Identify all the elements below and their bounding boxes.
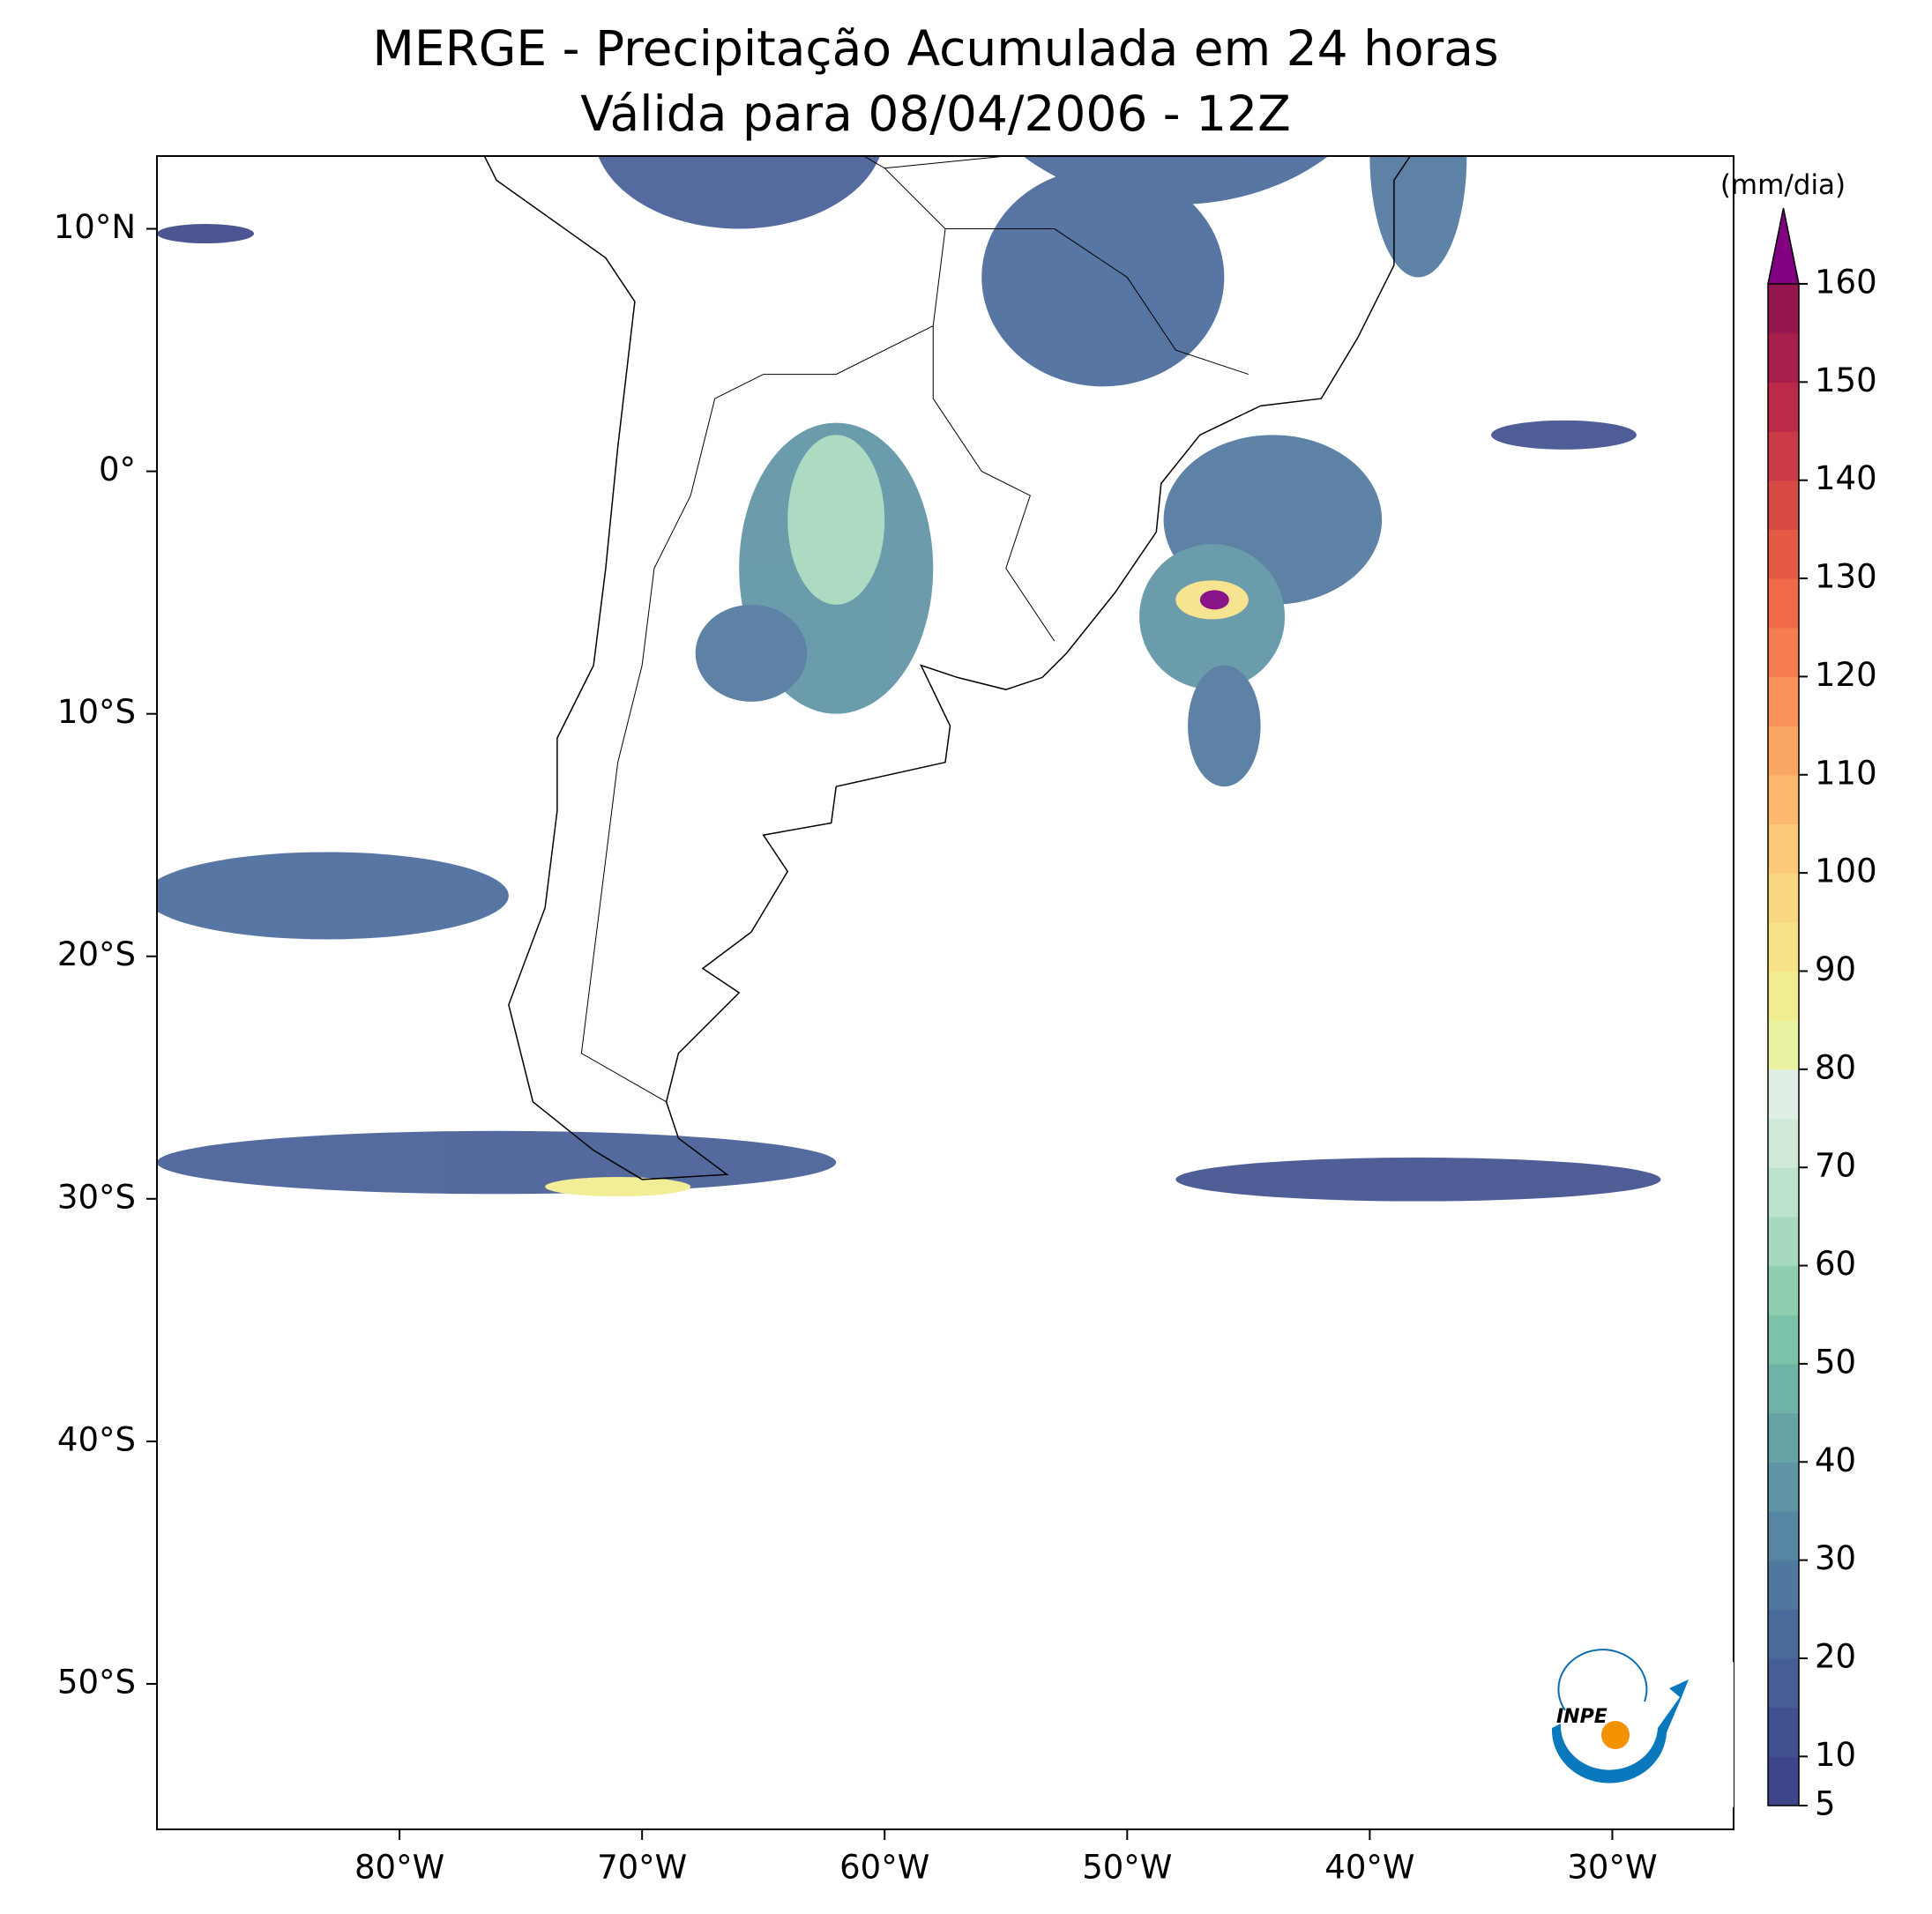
x-tick-label: 50°W	[1082, 1849, 1172, 1887]
logo: INPE	[1525, 1649, 1734, 1807]
precip-area	[1175, 1158, 1661, 1202]
precip-area	[157, 224, 255, 244]
colorbar-band	[1768, 480, 1799, 530]
precip-area	[1199, 590, 1229, 610]
chart-title: MERGE - Precipitação Acumulada em 24 hor…	[372, 20, 1498, 77]
x-tick-label: 30°W	[1567, 1849, 1657, 1887]
colorbar-band	[1768, 529, 1799, 579]
colorbar-tick-label: 60	[1815, 1245, 1856, 1283]
y-tick-label: 10°S	[57, 693, 136, 731]
map-area	[157, 0, 1661, 1202]
colorbar-band	[1768, 1560, 1799, 1610]
colorbar-tick-label: 150	[1815, 361, 1877, 399]
colorbar-band	[1768, 578, 1799, 629]
map-layer	[157, 0, 1661, 1202]
precip-area	[598, 156, 880, 229]
colorbar-band	[1768, 1167, 1799, 1218]
precip-area	[157, 852, 509, 940]
x-tick-label: 40°W	[1324, 1849, 1414, 1887]
colorbar-band	[1768, 1756, 1799, 1806]
colorbar-band	[1768, 431, 1799, 481]
colorbar-tick-label: 70	[1815, 1147, 1856, 1185]
chart-subtitle: Válida para 08/04/2006 - 12Z	[580, 86, 1291, 142]
colorbar-extend	[1767, 207, 1800, 285]
colorbar-band	[1768, 1118, 1799, 1168]
colorbar-tick-label: 130	[1815, 558, 1877, 596]
colorbar-band	[1768, 726, 1799, 776]
colorbar-tick-label: 40	[1815, 1441, 1856, 1479]
colorbar-band	[1768, 1657, 1799, 1709]
colorbar-tick-label: 20	[1815, 1637, 1856, 1675]
colorbar-tick-label: 10	[1815, 1736, 1856, 1774]
colorbar-tick-label: 100	[1815, 853, 1877, 890]
colorbar-tick-label: 30	[1815, 1539, 1856, 1577]
colorbar-band	[1768, 774, 1799, 825]
map-frame	[156, 155, 1734, 1830]
colorbar-tick-label: 80	[1815, 1048, 1856, 1086]
precip-area	[695, 604, 808, 702]
colorbar-band	[1768, 627, 1799, 678]
colorbar-band	[1768, 1020, 1799, 1070]
colorbar-band	[1768, 284, 1799, 334]
colorbar-band	[1768, 1462, 1799, 1512]
colorbar-band	[1768, 1707, 1799, 1757]
colorbar-band	[1768, 873, 1799, 923]
colorbar-band	[1768, 971, 1799, 1021]
precip-area	[1188, 665, 1261, 787]
colorbar-band	[1768, 1412, 1799, 1463]
y-tick-label: 30°S	[57, 1178, 136, 1216]
colorbar-band	[1768, 1314, 1799, 1365]
colorbar-tick-label: 5	[1815, 1785, 1836, 1823]
y-tick-label: 50°S	[57, 1663, 136, 1701]
colorbar-band	[1768, 676, 1799, 726]
colorbar-label: (mm/dia)	[1720, 169, 1846, 201]
x-tick-label: 80°W	[354, 1849, 444, 1887]
colorbar-tick-label: 160	[1815, 264, 1877, 302]
colorbar-band	[1768, 1609, 1799, 1659]
x-tick-label: 60°W	[839, 1849, 929, 1887]
logo-text: INPE	[1556, 1706, 1608, 1728]
colorbar-band	[1768, 1363, 1799, 1414]
y-tick-label: 0°	[99, 451, 136, 488]
colorbar-tick-label: 110	[1815, 754, 1877, 792]
colorbar-band	[1768, 1069, 1799, 1120]
precip-area	[787, 435, 885, 605]
logo-dot	[1601, 1721, 1630, 1749]
colorbar-band	[1768, 1216, 1799, 1267]
y-tick-label: 40°S	[57, 1420, 136, 1458]
borders	[426, 0, 1369, 1102]
colorbar-band	[1768, 332, 1799, 383]
colorbar-band	[1768, 823, 1799, 874]
colorbar-tick-label: 120	[1815, 656, 1877, 694]
colorbar-band	[1768, 1510, 1799, 1561]
y-tick-label: 20°S	[57, 935, 136, 973]
colorbar-frame	[1767, 284, 1800, 1806]
colorbar-band	[1768, 921, 1799, 972]
colorbar-tick-label: 90	[1815, 950, 1856, 988]
colorbar-band	[1768, 382, 1799, 432]
logo-swoosh	[1551, 1679, 1689, 1784]
precip-fields	[157, 156, 1661, 1202]
colorbar-tick-label: 50	[1815, 1343, 1856, 1381]
colorbar-band	[1768, 1265, 1799, 1315]
logo-orbit	[1557, 1649, 1648, 1711]
coastline	[279, 0, 1491, 1180]
precip-area	[1490, 420, 1637, 450]
precip-area	[545, 1177, 691, 1197]
y-tick-label: 10°N	[54, 208, 136, 246]
precip-area	[157, 1130, 837, 1195]
x-tick-label: 70°W	[597, 1849, 687, 1887]
colorbar-tick-label: 140	[1815, 459, 1877, 497]
